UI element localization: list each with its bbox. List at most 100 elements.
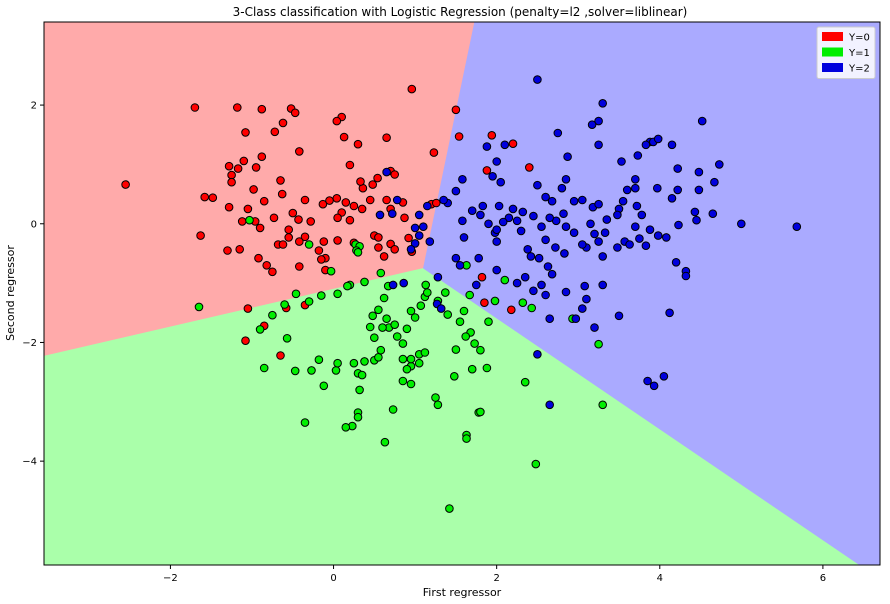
point-class0-86 xyxy=(404,233,413,243)
legend-label-0: Y=0 xyxy=(848,33,870,44)
point-class2-36 xyxy=(643,376,652,386)
point-class1-59 xyxy=(443,310,453,319)
point-class1-82 xyxy=(388,405,398,414)
legend-label-2: Y=2 xyxy=(848,64,870,75)
point-class1-84 xyxy=(353,412,363,422)
point-class1-36 xyxy=(379,293,389,303)
point-class2-82 xyxy=(484,219,493,229)
point-class0-34 xyxy=(227,177,236,187)
point-class2-96 xyxy=(541,235,550,245)
decision-region-2 xyxy=(423,22,880,565)
point-class0-63 xyxy=(294,215,303,224)
point-class1-2 xyxy=(245,215,254,225)
plot-frame xyxy=(43,21,881,566)
point-class1-37 xyxy=(382,314,391,324)
point-class2-33 xyxy=(665,308,674,318)
point-class0-15 xyxy=(454,132,464,141)
point-class1-1 xyxy=(304,240,314,249)
point-class2-42 xyxy=(561,175,571,184)
legend-swatch-0 xyxy=(822,32,843,41)
point-class0-104 xyxy=(507,305,516,315)
legend: Y=0 Y=1 Y=2 xyxy=(816,26,876,79)
point-class2-13 xyxy=(667,140,677,150)
point-class1-73 xyxy=(500,275,510,285)
point-class2-104 xyxy=(529,286,538,296)
point-class1-100 xyxy=(376,268,386,278)
point-class1-0 xyxy=(194,302,204,312)
point-class2-2 xyxy=(594,116,603,126)
point-class1-35 xyxy=(374,305,383,315)
point-class2-40 xyxy=(488,172,497,181)
point-class0-78 xyxy=(278,240,288,249)
point-class1-53 xyxy=(416,301,426,311)
point-class2-95 xyxy=(534,253,544,263)
point-class1-17 xyxy=(282,334,292,343)
point-class2-54 xyxy=(637,210,647,220)
point-class0-44 xyxy=(332,194,342,203)
point-class1-86 xyxy=(341,423,351,432)
point-class2-143 xyxy=(681,271,691,281)
point-class1-93 xyxy=(531,459,541,469)
point-class1-26 xyxy=(355,385,364,395)
point-class0-30 xyxy=(239,156,249,166)
decision-regions xyxy=(44,22,880,565)
point-class2-55 xyxy=(613,210,622,220)
point-class0-89 xyxy=(262,261,272,270)
x-axis-label: First regressor xyxy=(423,586,502,599)
point-class0-9 xyxy=(332,116,342,126)
point-class0-36 xyxy=(276,176,285,185)
point-class2-111 xyxy=(590,323,599,332)
point-class1-75 xyxy=(518,298,528,308)
point-class0-47 xyxy=(357,204,367,214)
point-class0-23 xyxy=(373,173,382,183)
point-class0-73 xyxy=(295,237,304,246)
x-tick-label-1: 0 xyxy=(330,573,336,584)
point-class2-146 xyxy=(545,213,555,223)
point-class1-58 xyxy=(441,288,450,297)
point-class0-24 xyxy=(368,180,378,189)
point-class2-80 xyxy=(498,217,508,227)
point-class2-58 xyxy=(590,229,599,239)
point-class2-5 xyxy=(563,152,572,161)
point-class2-119 xyxy=(410,239,420,248)
point-class1-6 xyxy=(326,266,336,276)
point-class2-14 xyxy=(697,116,707,126)
point-class1-51 xyxy=(410,313,420,322)
point-class2-30 xyxy=(792,222,802,231)
point-class1-98 xyxy=(343,281,352,291)
point-class2-99 xyxy=(543,262,553,271)
point-class2-97 xyxy=(551,243,560,252)
point-class2-4 xyxy=(553,128,563,138)
point-class2-92 xyxy=(516,226,526,236)
point-class2-137 xyxy=(388,209,397,218)
point-class2-23 xyxy=(653,183,662,193)
point-class0-96 xyxy=(379,252,389,261)
point-class0-79 xyxy=(314,246,324,255)
point-class1-66 xyxy=(461,332,471,341)
point-class2-130 xyxy=(533,350,542,359)
point-class2-62 xyxy=(635,234,644,243)
point-class2-144 xyxy=(598,252,608,261)
point-class0-17 xyxy=(508,139,518,148)
point-class2-88 xyxy=(451,186,461,196)
point-class2-20 xyxy=(631,175,640,184)
point-class1-11 xyxy=(291,289,301,299)
point-class2-115 xyxy=(451,253,461,263)
point-class1-16 xyxy=(259,363,269,373)
point-class1-40 xyxy=(392,332,402,341)
point-class2-48 xyxy=(578,195,587,205)
point-class2-11 xyxy=(653,134,663,144)
point-class2-116 xyxy=(433,272,443,282)
point-class2-136 xyxy=(392,195,402,205)
point-class2-117 xyxy=(419,222,428,231)
point-class0-70 xyxy=(284,225,294,234)
point-class2-19 xyxy=(694,185,704,195)
point-class2-122 xyxy=(478,201,488,211)
point-class0-11 xyxy=(353,139,363,149)
point-class2-93 xyxy=(523,245,533,254)
point-class0-83 xyxy=(374,233,383,242)
point-class1-30 xyxy=(374,353,383,362)
point-class2-3 xyxy=(587,120,597,129)
point-class2-139 xyxy=(382,167,391,177)
